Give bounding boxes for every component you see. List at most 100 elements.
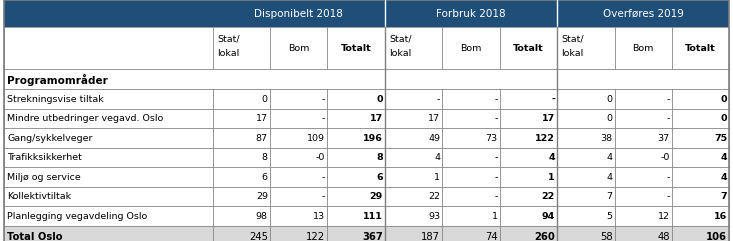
Text: 38: 38 bbox=[600, 134, 612, 143]
Text: -: - bbox=[494, 114, 498, 123]
Text: Forbruk 2018: Forbruk 2018 bbox=[436, 9, 506, 19]
Text: Bom: Bom bbox=[288, 44, 309, 53]
Bar bbox=[328, 109, 385, 128]
Text: -: - bbox=[666, 173, 670, 182]
Text: 98: 98 bbox=[256, 212, 268, 221]
Bar bbox=[557, 109, 614, 128]
Text: 29: 29 bbox=[256, 192, 268, 201]
Bar bbox=[557, 128, 614, 148]
Bar bbox=[213, 89, 270, 109]
Bar bbox=[672, 226, 729, 241]
Bar bbox=[4, 128, 213, 148]
Bar bbox=[500, 167, 557, 187]
Bar bbox=[4, 207, 213, 226]
Text: 122: 122 bbox=[306, 232, 325, 241]
Text: 6: 6 bbox=[376, 173, 383, 182]
Bar bbox=[614, 226, 672, 241]
Text: 4: 4 bbox=[721, 153, 727, 162]
Bar bbox=[385, 207, 442, 226]
Text: -: - bbox=[666, 95, 670, 104]
Text: 93: 93 bbox=[428, 212, 440, 221]
Bar bbox=[4, 27, 213, 69]
Bar bbox=[385, 89, 442, 109]
Text: -: - bbox=[322, 114, 325, 123]
Bar bbox=[4, 89, 213, 109]
Bar bbox=[672, 89, 729, 109]
Bar bbox=[213, 128, 270, 148]
Text: lokal: lokal bbox=[389, 49, 411, 58]
Bar bbox=[213, 207, 270, 226]
Bar bbox=[442, 207, 500, 226]
Bar bbox=[213, 187, 270, 207]
Bar bbox=[557, 167, 614, 187]
Bar bbox=[270, 187, 328, 207]
Text: -: - bbox=[322, 95, 325, 104]
Bar bbox=[4, 187, 213, 207]
Text: -: - bbox=[494, 173, 498, 182]
Text: Overføres 2019: Overføres 2019 bbox=[603, 9, 684, 19]
Text: 49: 49 bbox=[428, 134, 440, 143]
Bar bbox=[4, 109, 213, 128]
Bar bbox=[442, 128, 500, 148]
Bar bbox=[328, 27, 385, 69]
Bar bbox=[442, 187, 500, 207]
Bar bbox=[672, 207, 729, 226]
Bar bbox=[270, 148, 328, 167]
Bar bbox=[270, 207, 328, 226]
Bar bbox=[500, 27, 557, 69]
Bar bbox=[328, 226, 385, 241]
Bar bbox=[385, 109, 442, 128]
Text: Mindre utbedringer vegavd. Oslo: Mindre utbedringer vegavd. Oslo bbox=[7, 114, 163, 123]
Text: 74: 74 bbox=[485, 232, 498, 241]
Text: Totalt: Totalt bbox=[341, 44, 372, 53]
Text: 29: 29 bbox=[369, 192, 383, 201]
Bar bbox=[4, 69, 729, 89]
Bar bbox=[614, 148, 672, 167]
Text: -: - bbox=[494, 153, 498, 162]
Text: 22: 22 bbox=[428, 192, 440, 201]
Text: 94: 94 bbox=[542, 212, 555, 221]
Bar bbox=[672, 128, 729, 148]
Text: 22: 22 bbox=[542, 192, 555, 201]
Text: 4: 4 bbox=[721, 173, 727, 182]
Text: Stat/: Stat/ bbox=[389, 35, 412, 44]
Text: 367: 367 bbox=[362, 232, 383, 241]
Text: -: - bbox=[322, 192, 325, 201]
Bar bbox=[270, 167, 328, 187]
Text: 7: 7 bbox=[606, 192, 612, 201]
Text: 0: 0 bbox=[376, 95, 383, 104]
Bar bbox=[500, 89, 557, 109]
Text: -: - bbox=[494, 95, 498, 104]
Bar bbox=[213, 148, 270, 167]
Text: 260: 260 bbox=[534, 232, 555, 241]
Bar bbox=[328, 148, 385, 167]
Bar bbox=[385, 187, 442, 207]
Text: 8: 8 bbox=[262, 153, 268, 162]
Bar bbox=[385, 128, 442, 148]
Bar bbox=[442, 226, 500, 241]
Text: 16: 16 bbox=[714, 212, 727, 221]
Text: -: - bbox=[551, 95, 555, 104]
Text: 58: 58 bbox=[600, 232, 612, 241]
Text: 17: 17 bbox=[369, 114, 383, 123]
Text: Stat/: Stat/ bbox=[561, 35, 584, 44]
Text: -: - bbox=[494, 192, 498, 201]
Text: 6: 6 bbox=[262, 173, 268, 182]
Bar bbox=[672, 167, 729, 187]
Bar bbox=[672, 27, 729, 69]
Text: 12: 12 bbox=[658, 212, 670, 221]
Bar bbox=[4, 0, 213, 27]
Text: Bom: Bom bbox=[460, 44, 482, 53]
Bar bbox=[213, 167, 270, 187]
Bar bbox=[557, 0, 729, 27]
Bar bbox=[614, 167, 672, 187]
Text: 1: 1 bbox=[492, 212, 498, 221]
Text: lokal: lokal bbox=[561, 49, 583, 58]
Bar bbox=[385, 27, 442, 69]
Bar bbox=[557, 148, 614, 167]
Text: 75: 75 bbox=[714, 134, 727, 143]
Text: 106: 106 bbox=[706, 232, 727, 241]
Text: 4: 4 bbox=[606, 153, 612, 162]
Text: Total Oslo: Total Oslo bbox=[7, 232, 63, 241]
Bar bbox=[614, 207, 672, 226]
